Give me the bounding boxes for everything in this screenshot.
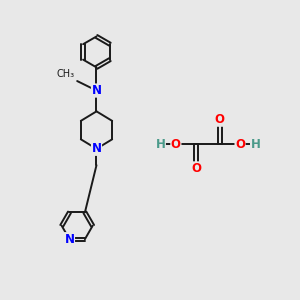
Text: H: H [250, 138, 260, 151]
Text: N: N [92, 142, 101, 155]
Text: O: O [215, 113, 225, 126]
Text: N: N [64, 233, 74, 246]
Text: N: N [92, 84, 101, 97]
Text: O: O [171, 138, 181, 151]
Text: H: H [155, 138, 165, 151]
Text: CH₃: CH₃ [57, 69, 75, 79]
Text: O: O [235, 138, 245, 151]
Text: O: O [191, 162, 201, 175]
